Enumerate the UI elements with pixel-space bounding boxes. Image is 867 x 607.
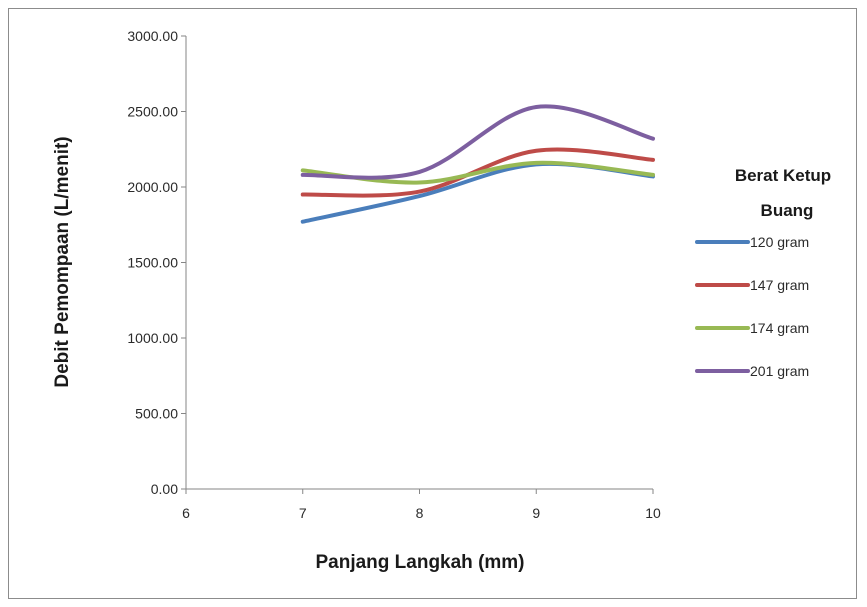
legend-label: 201 gram: [750, 363, 809, 379]
y-tick-label: 3000.00: [127, 28, 178, 44]
legend-label: 147 gram: [750, 277, 809, 293]
y-axis: 0.00 500.00 1000.00 1500.00 2000.00 2500.00 30…: [127, 28, 187, 497]
x-tick-label: 6: [182, 505, 190, 521]
y-tick-label: 500.00: [135, 406, 178, 422]
series-line-147-gram: [300, 147, 655, 198]
x-tick-label: 10: [645, 505, 661, 521]
legend-items: 120 gram 147 gram 174 gram 201 gram: [695, 234, 809, 379]
x-tick-label: 7: [299, 505, 307, 521]
series-line-201-gram: [300, 104, 655, 180]
x-axis: 6 7 8 9 10: [182, 488, 661, 521]
y-tick-label: 1500.00: [127, 255, 178, 271]
series-layer: [300, 104, 655, 224]
x-tick-label: 9: [532, 505, 540, 521]
y-axis-title: Debit Pemompaan (L/menit): [52, 136, 73, 387]
y-tick-label: 1000.00: [127, 330, 178, 346]
legend-title-line-2: Buang: [761, 201, 814, 220]
legend-title-line-1: Berat Ketup: [735, 166, 831, 185]
x-axis-title: Panjang Langkah (mm): [315, 552, 524, 573]
y-tick-label: 2500.00: [127, 104, 178, 120]
x-tick-label: 8: [416, 505, 424, 521]
chart-frame: [8, 8, 857, 599]
legend-label: 120 gram: [750, 234, 809, 250]
y-tick-label: 0.00: [151, 481, 178, 497]
legend-label: 174 gram: [750, 320, 809, 336]
y-tick-label: 2000.00: [127, 179, 178, 195]
legend: Berat Ketup Buang 120 gram 147 gram 174 gr…: [695, 166, 831, 379]
